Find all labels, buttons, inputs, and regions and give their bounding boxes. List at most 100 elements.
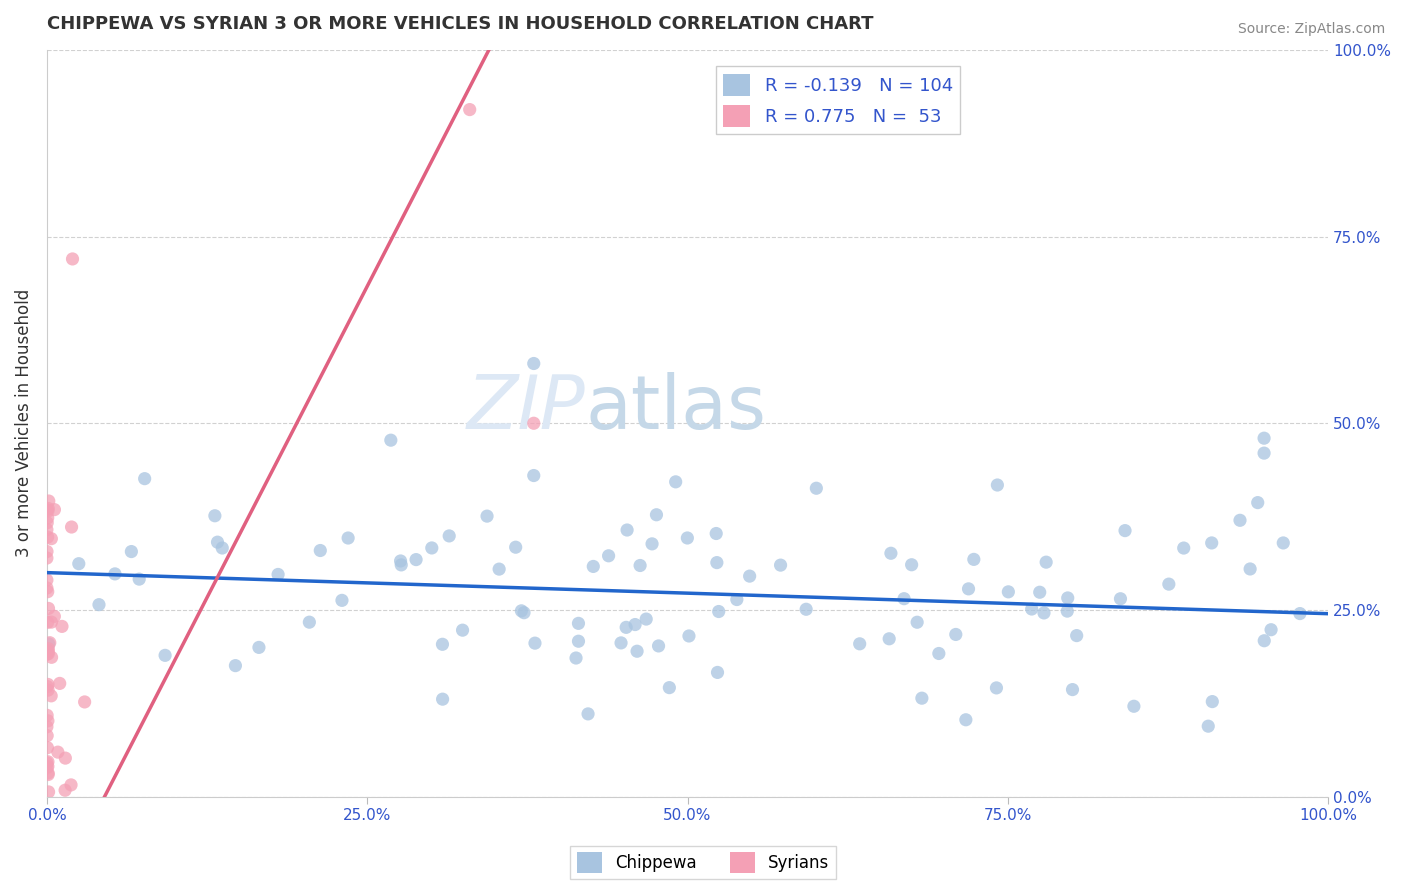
Point: [957, 582, 980, 596]
Point: [658, 681, 681, 695]
Text: ZIP: ZIP: [467, 372, 585, 444]
Point: [706, 556, 728, 570]
Point: [37, 708, 59, 723]
Legend: Chippewa, Syrians: Chippewa, Syrians: [569, 846, 837, 880]
Point: [37, 641, 59, 656]
Point: [38, 637, 60, 651]
Point: [35, 573, 58, 587]
Point: [37, 759, 59, 773]
Point: [309, 543, 332, 558]
Point: [704, 526, 727, 541]
Point: [432, 637, 454, 651]
Point: [1035, 555, 1057, 569]
Point: [389, 554, 412, 568]
Point: [35, 523, 58, 537]
Point: [87, 598, 110, 612]
Point: [706, 665, 728, 680]
Point: [513, 606, 536, 620]
Point: [1201, 536, 1223, 550]
Point: [636, 612, 658, 626]
Point: [963, 552, 986, 566]
Point: [1247, 495, 1270, 509]
Point: [1122, 699, 1144, 714]
Point: [37, 501, 59, 516]
Legend: R = -0.139   N = 104, R = 0.775   N =  53: R = -0.139 N = 104, R = 0.775 N = 53: [716, 66, 960, 134]
Point: [35, 551, 58, 566]
Point: [725, 592, 748, 607]
Point: [1033, 606, 1056, 620]
Point: [44, 609, 66, 624]
Point: [1056, 604, 1078, 618]
Point: [794, 602, 817, 616]
Point: [624, 617, 647, 632]
Point: [893, 591, 915, 606]
Point: [945, 627, 967, 641]
Point: [35, 760, 58, 774]
Point: [1066, 629, 1088, 643]
Point: [1253, 431, 1275, 445]
Point: [475, 509, 498, 524]
Point: [62, 252, 84, 266]
Point: [1239, 562, 1261, 576]
Point: [48, 676, 70, 690]
Point: [567, 634, 589, 648]
Point: [676, 531, 699, 545]
Point: [665, 475, 688, 489]
Point: [41, 615, 63, 629]
Point: [37, 645, 59, 659]
Point: [877, 632, 900, 646]
Point: [565, 651, 588, 665]
Point: [37, 677, 59, 691]
Point: [523, 416, 546, 430]
Point: [37, 755, 59, 769]
Point: [911, 691, 934, 706]
Point: [678, 629, 700, 643]
Point: [610, 636, 633, 650]
Point: [1272, 536, 1295, 550]
Point: [37, 647, 59, 661]
Point: [769, 558, 792, 573]
Point: [645, 508, 668, 522]
Point: [120, 544, 142, 558]
Point: [707, 605, 730, 619]
Point: [510, 604, 533, 618]
Point: [488, 562, 510, 576]
Point: [46, 745, 69, 759]
Point: [1056, 591, 1078, 605]
Point: [389, 558, 412, 572]
Point: [37, 740, 59, 755]
Point: [576, 706, 599, 721]
Point: [437, 529, 460, 543]
Text: atlas: atlas: [585, 372, 766, 445]
Point: [505, 540, 527, 554]
Point: [37, 767, 59, 781]
Point: [37, 729, 59, 743]
Point: [37, 504, 59, 518]
Point: [37, 680, 59, 694]
Point: [848, 637, 870, 651]
Point: [900, 558, 922, 572]
Point: [614, 620, 637, 634]
Point: [44, 502, 66, 516]
Point: [207, 535, 229, 549]
Point: [224, 658, 246, 673]
Point: [53, 783, 76, 797]
Point: [35, 648, 58, 662]
Point: [628, 558, 651, 573]
Point: [451, 623, 474, 637]
Point: [35, 503, 58, 517]
Point: [35, 720, 58, 734]
Point: [738, 569, 761, 583]
Point: [928, 647, 950, 661]
Point: [405, 552, 427, 566]
Point: [37, 615, 59, 630]
Point: [37, 714, 59, 728]
Point: [38, 636, 60, 650]
Point: [60, 778, 83, 792]
Point: [153, 648, 176, 663]
Point: [35, 756, 58, 770]
Point: [1253, 446, 1275, 460]
Point: [523, 468, 546, 483]
Point: [1197, 719, 1219, 733]
Point: [37, 683, 59, 698]
